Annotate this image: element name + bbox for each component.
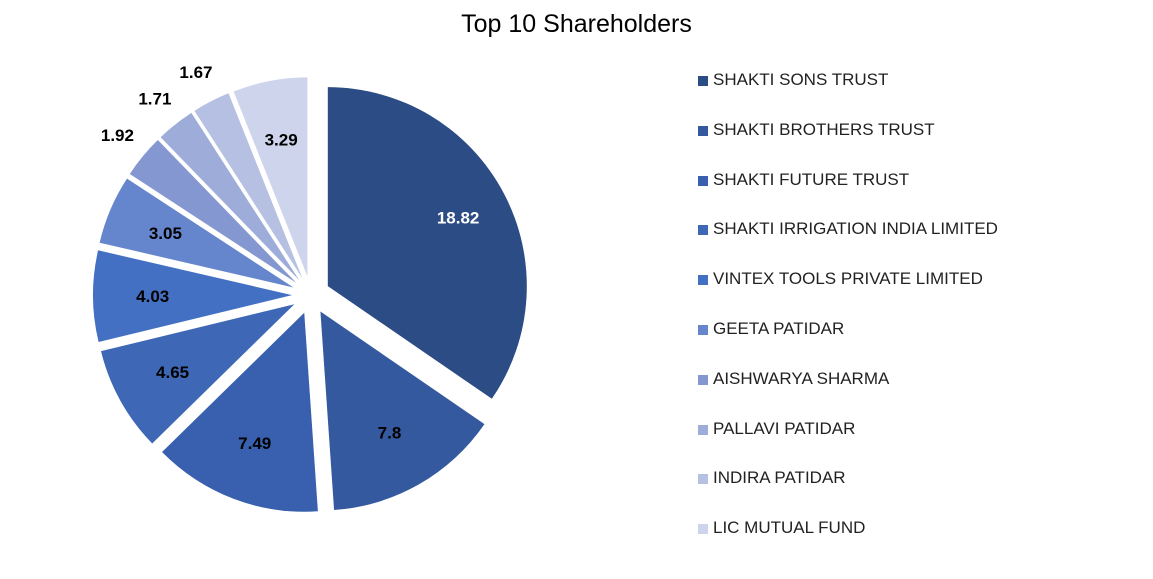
legend-swatch	[698, 125, 708, 136]
legend-label: SHAKTI IRRIGATION INDIA LIMITED	[713, 219, 998, 239]
data-label-shakti-sons-trust: 18.82	[437, 209, 480, 228]
pie-slice-shakti-irrigation-india-limited	[100, 304, 295, 444]
pie-slice-shakti-sons-trust	[327, 87, 527, 399]
legend-swatch	[698, 275, 708, 286]
legend-swatch	[698, 474, 708, 485]
legend-item-shakti-brothers-trust: SHAKTI BROTHERS TRUST	[698, 118, 998, 168]
pie-slice-indira-patidar	[194, 93, 303, 279]
data-label-geeta-patidar: 3.05	[149, 224, 182, 243]
data-label-vintex-tools-private-limited: 4.03	[136, 287, 169, 306]
pie-slice-vintex-tools-private-limited	[93, 250, 293, 343]
pie-slice-lic-mutual-fund	[233, 77, 308, 277]
data-label-lic-mutual-fund: 3.29	[265, 131, 298, 150]
legend-label: LIC MUTUAL FUND	[713, 518, 866, 538]
legend-item-shakti-irrigation-india-limited: SHAKTI IRRIGATION INDIA LIMITED	[698, 217, 998, 267]
pie-slice-pallavi-patidar	[160, 112, 300, 281]
data-label-pallavi-patidar: 1.71	[138, 89, 171, 108]
legend-item-shakti-future-trust: SHAKTI FUTURE TRUST	[698, 168, 998, 218]
legend: SHAKTI SONS TRUST SHAKTI BROTHERS TRUST SH…	[698, 68, 998, 566]
pie-labels: 18.82 7.8 7.49 4.65 4.03 3.05 1.921.71 1.67 3.29	[101, 63, 480, 453]
legend-item-lic-mutual-fund: LIC MUTUAL FUND	[698, 516, 998, 566]
legend-swatch	[698, 175, 708, 186]
pie-slices	[93, 77, 527, 512]
pie-slice-geeta-patidar	[99, 178, 294, 288]
data-label-indira-patidar: 1.67	[179, 63, 212, 82]
legend-label: SHAKTI BROTHERS TRUST	[713, 119, 935, 139]
legend-swatch	[698, 424, 708, 435]
data-label-shakti-brothers-trust: 7.8	[378, 423, 402, 442]
data-label-shakti-irrigation-india-limited: 4.65	[156, 363, 189, 382]
legend-item-indira-patidar: INDIRA PATIDAR	[698, 466, 998, 516]
legend-swatch	[698, 76, 708, 86]
legend-item-pallavi-patidar: PALLAVI PATIDAR	[698, 417, 998, 467]
legend-swatch	[698, 324, 708, 335]
legend-item-geeta-patidar: GEETA PATIDAR	[698, 317, 998, 367]
data-label-shakti-future-trust: 7.49	[238, 434, 271, 453]
legend-label: INDIRA PATIDAR	[713, 468, 846, 488]
legend-label: GEETA PATIDAR	[713, 318, 845, 338]
legend-label: PALLAVI PATIDAR	[713, 418, 856, 438]
legend-swatch	[698, 374, 708, 385]
legend-label: VINTEX TOOLS PRIVATE LIMITED	[713, 269, 983, 289]
legend-item-shakti-sons-trust: SHAKTI SONS TRUST	[698, 68, 998, 118]
legend-label: SHAKTI FUTURE TRUST	[713, 169, 910, 189]
legend-swatch	[698, 225, 708, 236]
chart-title: Top 10 Shareholders	[461, 10, 692, 38]
legend-swatch	[698, 524, 708, 535]
legend-label: AISHWARYA SHARMA	[713, 368, 890, 388]
pie-slice-shakti-future-trust	[162, 312, 318, 512]
legend-item-vintex-tools-private-limited: VINTEX TOOLS PRIVATE LIMITED	[698, 267, 998, 317]
pie-slice-shakti-brothers-trust	[320, 311, 485, 511]
pie-slice-aishwarya-sharma	[129, 140, 297, 283]
legend-item-aishwarya-sharma: AISHWARYA SHARMA	[698, 367, 998, 417]
data-label-aishwarya-sharma: 1.92	[101, 126, 134, 145]
legend-label: SHAKTI SONS TRUST	[713, 70, 889, 89]
